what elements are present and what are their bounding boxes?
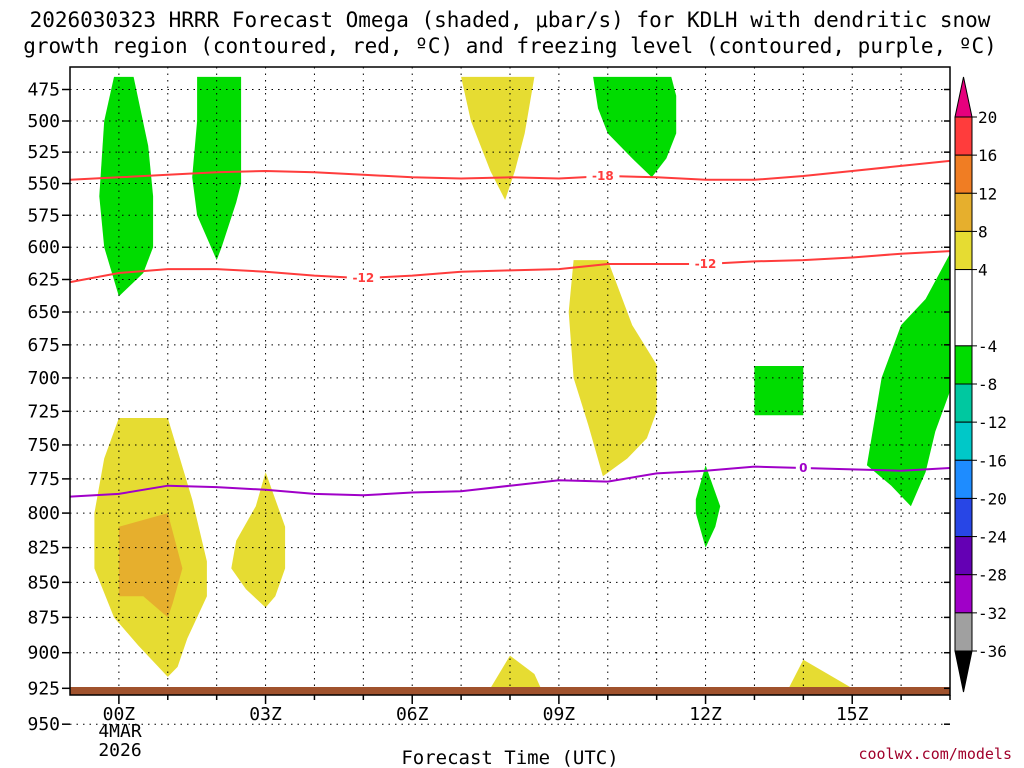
y-tick-label: 700 xyxy=(27,368,60,389)
contour-label-bg xyxy=(795,460,811,475)
title-line-2: growth region (contoured, red, ºC) and f… xyxy=(23,34,997,58)
y-tick-label: 600 xyxy=(27,237,60,258)
colorbar-tick-label: -28 xyxy=(978,566,1007,585)
colorbar-bin xyxy=(954,421,973,461)
contours: -18 -12 -12 0 xyxy=(70,159,950,498)
contour-label-bg xyxy=(346,271,380,286)
upward-motion-area xyxy=(99,76,154,297)
downward-motion-area xyxy=(488,655,544,695)
colorbar-bin xyxy=(954,154,973,194)
colorbar-bin xyxy=(954,612,973,652)
y-tick-label: 900 xyxy=(27,643,60,664)
x-tick-label: 15Z xyxy=(836,704,869,725)
upward-motion-area xyxy=(754,366,804,416)
colorbar-bin xyxy=(954,536,973,576)
colorbar: 20 16 12 8 4 -4 -8 -12 -16 -20 -24 -28 -32 -36 xyxy=(954,76,1007,693)
terrain-bar xyxy=(70,687,950,695)
date-label-year: 2026 xyxy=(98,740,141,761)
upward-motion-area xyxy=(695,465,721,548)
x-tick-label: 09Z xyxy=(543,704,576,725)
colorbar-bin xyxy=(954,116,973,156)
y-tick-label: 875 xyxy=(27,607,60,628)
colorbar-tick-label: -20 xyxy=(978,489,1007,508)
colorbar-tick-label: -16 xyxy=(978,451,1007,470)
x-tick-label: 03Z xyxy=(249,704,282,725)
contour-label: 0 xyxy=(799,461,807,475)
x-axis: 00Z 03Z 06Z 09Z 12Z 15Z xyxy=(103,695,951,725)
colorbar-top-arrow xyxy=(954,76,973,118)
colorbar-tick-label: -4 xyxy=(978,337,997,356)
upward-motion-area xyxy=(192,76,242,261)
dendritic-snow-growth-contour xyxy=(70,159,950,181)
contour-label-bg xyxy=(586,168,620,183)
date-label-day: 4MAR xyxy=(98,721,142,742)
contour-label-bg xyxy=(689,256,723,271)
colorbar-bin xyxy=(954,383,973,423)
colorbar-tick-label: -24 xyxy=(978,528,1007,547)
colorbar-tick-label: 4 xyxy=(978,261,988,280)
colorbar-bin xyxy=(954,269,973,347)
y-tick-label: 725 xyxy=(27,401,60,422)
y-tick-label: 675 xyxy=(27,335,60,356)
dendritic-snow-growth-contour xyxy=(70,250,950,284)
colorbar-tick-label: -32 xyxy=(978,604,1007,623)
y-tick-label: 575 xyxy=(27,205,60,226)
downward-motion-area xyxy=(788,659,853,695)
x-tick-label: 06Z xyxy=(396,704,429,725)
y-tick-label: 825 xyxy=(27,538,60,559)
colorbar-tick-label: 16 xyxy=(978,146,997,165)
downward-motion-area xyxy=(231,472,286,608)
colorbar-bottom-arrow xyxy=(954,650,973,693)
y-tick-label: 650 xyxy=(27,302,60,323)
y-tick-label: 625 xyxy=(27,269,60,290)
x-tick-label: 12Z xyxy=(689,704,722,725)
x-axis-label: Forecast Time (UTC) xyxy=(401,747,618,768)
y-tick-label: 550 xyxy=(27,174,60,195)
downward-motion-area xyxy=(568,260,657,477)
colorbar-bin xyxy=(954,459,973,499)
y-axis: 475 500 525 550 575 600 625 650 675 700 725 750 775 8… xyxy=(27,80,950,735)
y-tick-label: 500 xyxy=(27,111,60,132)
colorbar-tick-label: -36 xyxy=(978,642,1007,661)
downward-motion-area xyxy=(118,513,183,618)
upward-motion-area xyxy=(866,253,950,507)
colorbar-tick-label: 12 xyxy=(978,184,997,203)
y-tick-label: 950 xyxy=(27,714,60,735)
credit-text: coolwx.com/models xyxy=(858,745,1012,763)
terrain-strip xyxy=(70,687,950,695)
colorbar-tick-label: 20 xyxy=(978,108,997,127)
colorbar-bin xyxy=(954,345,973,385)
y-tick-label: 925 xyxy=(27,678,60,699)
y-tick-label: 775 xyxy=(27,469,60,490)
title-line-1: 2026030323 HRRR Forecast Omega (shaded, … xyxy=(30,8,991,32)
colorbar-bin xyxy=(954,230,973,271)
contour-label: -18 xyxy=(592,169,614,183)
x-tick-label: 00Z xyxy=(103,704,136,725)
colorbar-bin xyxy=(954,497,973,538)
y-tick-label: 750 xyxy=(27,435,60,456)
colorbar-tick-label: -12 xyxy=(978,413,1007,432)
downward-motion-area xyxy=(461,76,535,200)
y-tick-label: 475 xyxy=(27,80,60,101)
colorbar-bin xyxy=(954,574,973,614)
colorbar-tick-label: 8 xyxy=(978,222,988,241)
y-tick-label: 800 xyxy=(27,503,60,524)
upward-motion-area xyxy=(593,76,677,178)
y-tick-label: 850 xyxy=(27,572,60,593)
y-tick-label: 525 xyxy=(27,142,60,163)
contour-label: -12 xyxy=(352,271,374,285)
contour-label: -12 xyxy=(695,257,717,271)
colorbar-bin xyxy=(954,192,973,232)
colorbar-tick-label: -8 xyxy=(978,375,997,394)
